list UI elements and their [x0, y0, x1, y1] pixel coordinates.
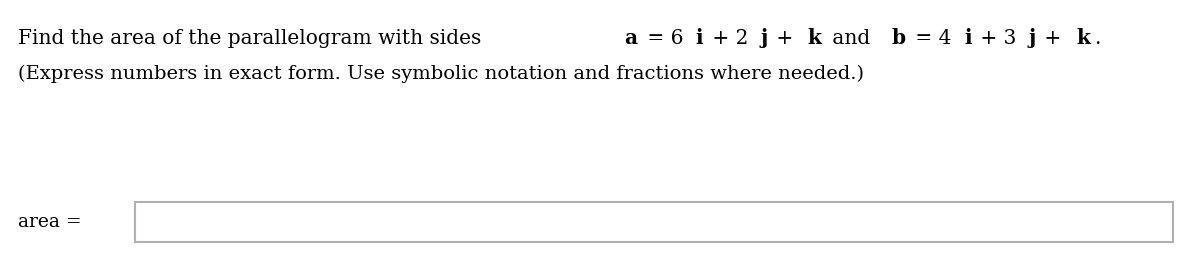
FancyBboxPatch shape: [134, 202, 1174, 242]
Text: and: and: [826, 29, 876, 48]
Text: area =: area =: [18, 213, 82, 231]
Text: i: i: [696, 28, 703, 48]
Text: = 4: = 4: [910, 29, 952, 48]
Text: k: k: [1076, 28, 1090, 48]
Text: b: b: [892, 28, 905, 48]
Text: j: j: [1028, 28, 1036, 48]
Text: (Express numbers in exact form. Use symbolic notation and fractions where needed: (Express numbers in exact form. Use symb…: [18, 65, 864, 83]
Text: k: k: [808, 28, 822, 48]
Text: i: i: [964, 28, 972, 48]
Text: a: a: [624, 28, 637, 48]
Text: +: +: [1038, 29, 1068, 48]
Text: .: .: [1094, 29, 1100, 48]
Text: = 6: = 6: [641, 29, 684, 48]
Text: Find the area of the parallelogram with sides: Find the area of the parallelogram with …: [18, 29, 487, 48]
Text: + 2: + 2: [706, 29, 748, 48]
Text: +: +: [769, 29, 799, 48]
Text: j: j: [761, 28, 768, 48]
Text: + 3: + 3: [974, 29, 1016, 48]
